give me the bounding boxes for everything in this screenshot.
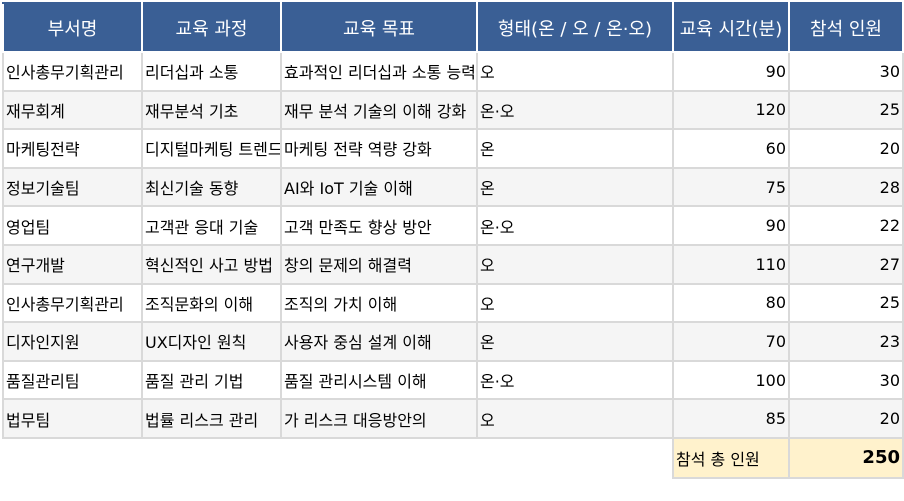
cell-duration[interactable]: 120 <box>672 89 790 131</box>
cell-department[interactable]: 연구개발 <box>2 243 143 285</box>
cell-format[interactable]: 온·오 <box>476 89 674 131</box>
header-duration[interactable]: 교육 시간(분) <box>672 2 790 53</box>
table-row: 품질관리팀 품질 관리 기법 품질 관리시스템 이해 온·오 100 30 <box>2 359 904 401</box>
cell-goal[interactable]: 재무 분석 기술의 이해 강화 <box>280 89 478 131</box>
cell-attendees[interactable]: 28 <box>788 166 904 208</box>
cell-attendees[interactable]: 23 <box>788 321 904 362</box>
cell-format[interactable]: 오 <box>476 243 674 285</box>
cell-duration[interactable]: 70 <box>672 321 790 362</box>
cell-goal[interactable]: 마케팅 전략 역량 강화 <box>280 128 478 169</box>
cell-duration[interactable]: 90 <box>672 205 790 246</box>
header-course[interactable]: 교육 과정 <box>141 2 282 53</box>
cell-attendees[interactable]: 20 <box>788 128 904 169</box>
cell-department[interactable]: 정보기술팀 <box>2 166 143 208</box>
cell-duration[interactable]: 100 <box>672 359 790 401</box>
cell-format[interactable]: 온 <box>476 321 674 362</box>
table-row: 영업팀 고객관 응대 기술 고객 만족도 향상 방안 온·오 90 22 <box>2 205 904 246</box>
cell-department[interactable]: 인사총무기획관리 <box>2 51 143 92</box>
total-row-spacer <box>3 436 673 478</box>
cell-course[interactable]: 고객관 응대 기술 <box>141 205 282 246</box>
cell-goal[interactable]: 가 리스크 대응방안의 <box>280 398 478 439</box>
cell-department[interactable]: 디자인지원 <box>2 321 143 362</box>
table-row: 정보기술팀 최신기술 동향 AI와 IoT 기술 이해 온 75 28 <box>2 166 904 208</box>
cell-course[interactable]: 리더십과 소통 <box>141 51 282 92</box>
cell-format[interactable]: 온 <box>476 128 674 169</box>
cell-format[interactable]: 오 <box>476 398 674 439</box>
cell-course[interactable]: 혁신적인 사고 방법 <box>141 243 282 285</box>
header-department[interactable]: 부서명 <box>2 2 143 53</box>
cell-course[interactable]: UX디자인 원칙 <box>141 321 282 362</box>
cell-duration[interactable]: 85 <box>672 398 790 439</box>
cell-format[interactable]: 온·오 <box>476 359 674 401</box>
education-plan-table: 부서명 교육 과정 교육 목표 형태(온 / 오 / 온·오) 교육 시간(분) 참석 인… <box>2 2 904 479</box>
cell-attendees[interactable]: 30 <box>788 51 904 92</box>
table-row: 인사총무기획관리 리더십과 소통 효과적인 리더십과 소통 능력 오 90 30 <box>2 51 904 92</box>
cell-duration[interactable]: 75 <box>672 166 790 208</box>
cell-goal[interactable]: 품질 관리시스템 이해 <box>280 359 478 401</box>
cell-duration[interactable]: 110 <box>672 243 790 285</box>
cell-goal[interactable]: 사용자 중심 설계 이해 <box>280 321 478 362</box>
cell-format[interactable]: 온 <box>476 166 674 208</box>
cell-department[interactable]: 법무팀 <box>2 398 143 439</box>
header-attendees[interactable]: 참석 인원 <box>788 2 904 53</box>
cell-duration[interactable]: 90 <box>672 51 790 92</box>
cell-course[interactable]: 디지털마케팅 트렌드 <box>141 128 282 169</box>
cell-attendees[interactable]: 25 <box>788 282 904 324</box>
table-row: 인사총무기획관리 조직문화의 이해 조직의 가치 이해 오 80 25 <box>2 282 904 324</box>
cell-course[interactable]: 품질 관리 기법 <box>141 359 282 401</box>
cell-department[interactable]: 마케팅전략 <box>2 128 143 169</box>
cell-goal[interactable]: 고객 만족도 향상 방안 <box>280 205 478 246</box>
cell-attendees[interactable]: 25 <box>788 89 904 131</box>
header-format[interactable]: 형태(온 / 오 / 온·오) <box>476 2 674 53</box>
total-value[interactable]: 250 <box>788 436 904 479</box>
cell-goal[interactable]: 창의 문제의 해결력 <box>280 243 478 285</box>
cell-attendees[interactable]: 27 <box>788 243 904 285</box>
table-row: 디자인지원 UX디자인 원칙 사용자 중심 설계 이해 온 70 23 <box>2 321 904 362</box>
cell-course[interactable]: 법률 리스크 관리 <box>141 398 282 439</box>
cell-format[interactable]: 온·오 <box>476 205 674 246</box>
cell-department[interactable]: 영업팀 <box>2 205 143 246</box>
cell-goal[interactable]: AI와 IoT 기술 이해 <box>280 166 478 208</box>
cell-department[interactable]: 품질관리팀 <box>2 359 143 401</box>
total-row: 참석 총 인원 250 <box>3 436 904 479</box>
cell-format[interactable]: 오 <box>476 282 674 324</box>
cell-department[interactable]: 재무회계 <box>2 89 143 131</box>
cell-goal[interactable]: 조직의 가치 이해 <box>280 282 478 324</box>
table-row: 마케팅전략 디지털마케팅 트렌드 마케팅 전략 역량 강화 온 60 20 <box>2 128 904 169</box>
cell-format[interactable]: 오 <box>476 51 674 92</box>
table-body: 인사총무기획관리 리더십과 소통 효과적인 리더십과 소통 능력 오 90 30 재무회계 재… <box>2 51 904 479</box>
total-label[interactable]: 참석 총 인원 <box>672 436 790 479</box>
cell-course[interactable]: 최신기술 동향 <box>141 166 282 208</box>
cell-duration[interactable]: 80 <box>672 282 790 324</box>
cell-goal[interactable]: 효과적인 리더십과 소통 능력 <box>280 51 478 92</box>
table-row: 재무회계 재무분석 기초 재무 분석 기술의 이해 강화 온·오 120 25 <box>2 89 904 131</box>
table-row: 법무팀 법률 리스크 관리 가 리스크 대응방안의 오 85 20 <box>2 398 904 439</box>
cell-course[interactable]: 재무분석 기초 <box>141 89 282 131</box>
cell-department[interactable]: 인사총무기획관리 <box>2 282 143 324</box>
header-row: 부서명 교육 과정 교육 목표 형태(온 / 오 / 온·오) 교육 시간(분) 참석 인… <box>2 2 904 53</box>
cell-attendees[interactable]: 22 <box>788 205 904 246</box>
header-goal[interactable]: 교육 목표 <box>280 2 478 53</box>
cell-course[interactable]: 조직문화의 이해 <box>141 282 282 324</box>
cell-attendees[interactable]: 30 <box>788 359 904 401</box>
table-row: 연구개발 혁신적인 사고 방법 창의 문제의 해결력 오 110 27 <box>2 243 904 285</box>
cell-duration[interactable]: 60 <box>672 128 790 169</box>
cell-attendees[interactable]: 20 <box>788 398 904 439</box>
